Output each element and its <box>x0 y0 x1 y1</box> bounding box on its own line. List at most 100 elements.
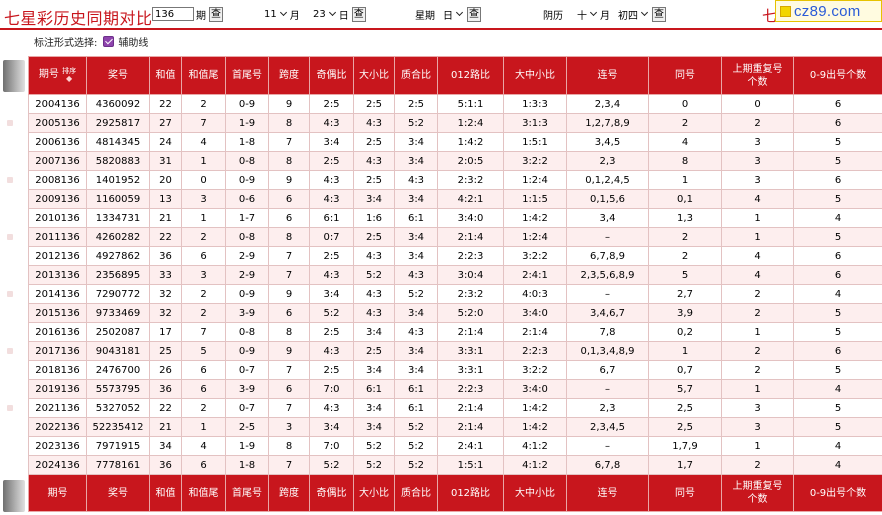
cell-same: 2 <box>648 113 722 133</box>
lunar-month-select[interactable]: 十 <box>575 7 598 22</box>
row-marker <box>7 405 13 411</box>
guideline-checkbox-label[interactable]: 辅助线 <box>118 37 149 49</box>
row-marker <box>7 234 13 240</box>
cell-span: 6 <box>268 379 310 399</box>
col-issue-header[interactable]: 期号 排序 ◆ <box>28 56 87 95</box>
cell-digit-count: 6 <box>793 341 882 361</box>
cell-sum-tail: 6 <box>181 360 226 380</box>
cell-big-mid-small: 2:1:4 <box>503 322 567 342</box>
cell-digit-count: 6 <box>793 265 882 285</box>
cell-span: 8 <box>268 113 310 133</box>
cell-big-small: 5:2 <box>353 436 395 456</box>
cell-big-small: 4:3 <box>353 246 395 266</box>
cell-sum: 26 <box>149 360 182 380</box>
cell-number: 1334731 <box>86 208 150 228</box>
cell-sum: 36 <box>149 246 182 266</box>
week-select-value: 日 <box>443 10 453 22</box>
cell-digit-count: 5 <box>793 303 882 323</box>
cell-repeat-count: 3 <box>721 398 794 418</box>
cell-big-small: 1:6 <box>353 208 395 228</box>
cell-same: 0,7 <box>648 360 722 380</box>
cell-repeat-count: 1 <box>721 436 794 456</box>
cell-sum: 31 <box>149 151 182 171</box>
week-query-button[interactable]: 查 <box>467 6 481 22</box>
table-row: 2012136 4927862 36 6 2-9 7 2:5 4:3 3:4 2:2:3 3:2:2… <box>28 246 882 266</box>
cell-number: 5573795 <box>86 379 150 399</box>
cell-sum-tail: 7 <box>181 322 226 342</box>
cell-road-012: 3:4:0 <box>437 208 504 228</box>
cell-number: 52235412 <box>86 417 150 437</box>
cell-sum-tail: 3 <box>181 265 226 285</box>
cell-same: 1,7 <box>648 455 722 475</box>
cell-sum-tail: 1 <box>181 417 226 437</box>
cell-sum: 24 <box>149 132 182 152</box>
cell-first-last: 1-9 <box>225 436 269 456</box>
cell-sum: 22 <box>149 94 182 114</box>
month-select[interactable]: 11 <box>262 7 288 21</box>
table-row: 2015136 9733469 32 2 3-9 6 5:2 4:3 3:4 5:2:0 3:4:0… <box>28 303 882 323</box>
foot-big-mid-small-header: 大中小比 <box>503 474 567 512</box>
cell-prime-composite: 3:4 <box>394 303 438 323</box>
cell-span: 8 <box>268 436 310 456</box>
logo-text: cz89.com <box>794 2 861 20</box>
lunar-day-select[interactable]: 初四 <box>616 7 649 22</box>
row-marker <box>7 348 13 354</box>
cell-span: 7 <box>268 132 310 152</box>
table-row: 2023136 7971915 34 4 1-9 8 7:0 5:2 5:2 2:4:1 4:1:2… <box>28 436 882 456</box>
date-query-button[interactable]: 查 <box>351 6 366 22</box>
cell-prime-composite: 4:3 <box>394 322 438 342</box>
cell-road-012: 5:2:0 <box>437 303 504 323</box>
issue-query-button[interactable]: 查 <box>209 6 223 22</box>
cell-odd-even: 4:3 <box>309 170 354 190</box>
week-select[interactable]: 日 <box>441 7 464 22</box>
cell-prime-composite: 5:2 <box>394 417 438 437</box>
table-row: 2007136 5820883 31 1 0-8 8 2:5 4:3 3:4 2:0:5 3:2:2… <box>28 151 882 171</box>
site-logo[interactable]: cz89.com <box>775 0 882 22</box>
cell-number: 4814345 <box>86 132 150 152</box>
lunar-query-button[interactable]: 查 <box>652 6 666 22</box>
cell-big-small: 2:5 <box>353 227 395 247</box>
cell-big-mid-small: 3:2:2 <box>503 246 567 266</box>
cell-big-small: 4:3 <box>353 284 395 304</box>
cell-span: 3 <box>268 417 310 437</box>
guideline-checkbox[interactable] <box>103 35 115 47</box>
table-footer-row: 期号 奖号 和值 和值尾 首尾号 跨度 奇偶比 大小比 质合比 012路比 大中… <box>28 474 882 512</box>
foot-road-012-header: 012路比 <box>437 474 504 512</box>
cell-sum: 13 <box>149 189 182 209</box>
cell-road-012: 3:3:1 <box>437 360 504 380</box>
foot-repeat-line-2: 个数 <box>747 494 768 505</box>
cell-sum: 21 <box>149 417 182 437</box>
cell-same: 3,9 <box>648 303 722 323</box>
foot-digit-count-header: 0-9出号个数 <box>793 474 882 512</box>
sort-toggle[interactable]: 排序 ◆ <box>62 68 76 83</box>
cell-span: 9 <box>268 94 310 114</box>
chevron-down-icon <box>279 8 287 17</box>
day-select-value: 23 <box>313 8 326 20</box>
cell-sum: 36 <box>149 379 182 399</box>
cell-issue: 2004136 <box>28 94 87 114</box>
foot-issue-header: 期号 <box>28 474 87 512</box>
repeat-line-2: 个数 <box>747 76 768 88</box>
chevron-down-icon <box>640 8 649 17</box>
cell-prime-composite: 4:3 <box>394 170 438 190</box>
cell-repeat-count: 3 <box>721 132 794 152</box>
cell-odd-even: 3:4 <box>309 417 354 437</box>
foot-odd-even-header: 奇偶比 <box>309 474 354 512</box>
col-first-last-header: 首尾号 <box>225 56 269 95</box>
cell-big-mid-small: 2:2:3 <box>503 341 567 361</box>
day-select[interactable]: 23 <box>311 7 337 21</box>
cell-road-012: 1:2:4 <box>437 113 504 133</box>
row-marker <box>7 120 13 126</box>
cell-digit-count: 5 <box>793 417 882 437</box>
week-filter: 星期 日 查 <box>415 6 481 22</box>
cell-issue: 2017136 <box>28 341 87 361</box>
cell-prime-composite: 3:4 <box>394 246 438 266</box>
cell-number: 9043181 <box>86 341 150 361</box>
cell-odd-even: 7:0 <box>309 436 354 456</box>
issue-input[interactable] <box>152 7 194 21</box>
table-row: 2018136 2476700 26 6 0-7 7 2:5 3:4 3:4 3:3:1 3:2:2… <box>28 360 882 380</box>
cell-big-mid-small: 4:1:2 <box>503 455 567 475</box>
cell-sum: 34 <box>149 436 182 456</box>
cell-odd-even: 4:3 <box>309 341 354 361</box>
cell-odd-even: 2:5 <box>309 246 354 266</box>
